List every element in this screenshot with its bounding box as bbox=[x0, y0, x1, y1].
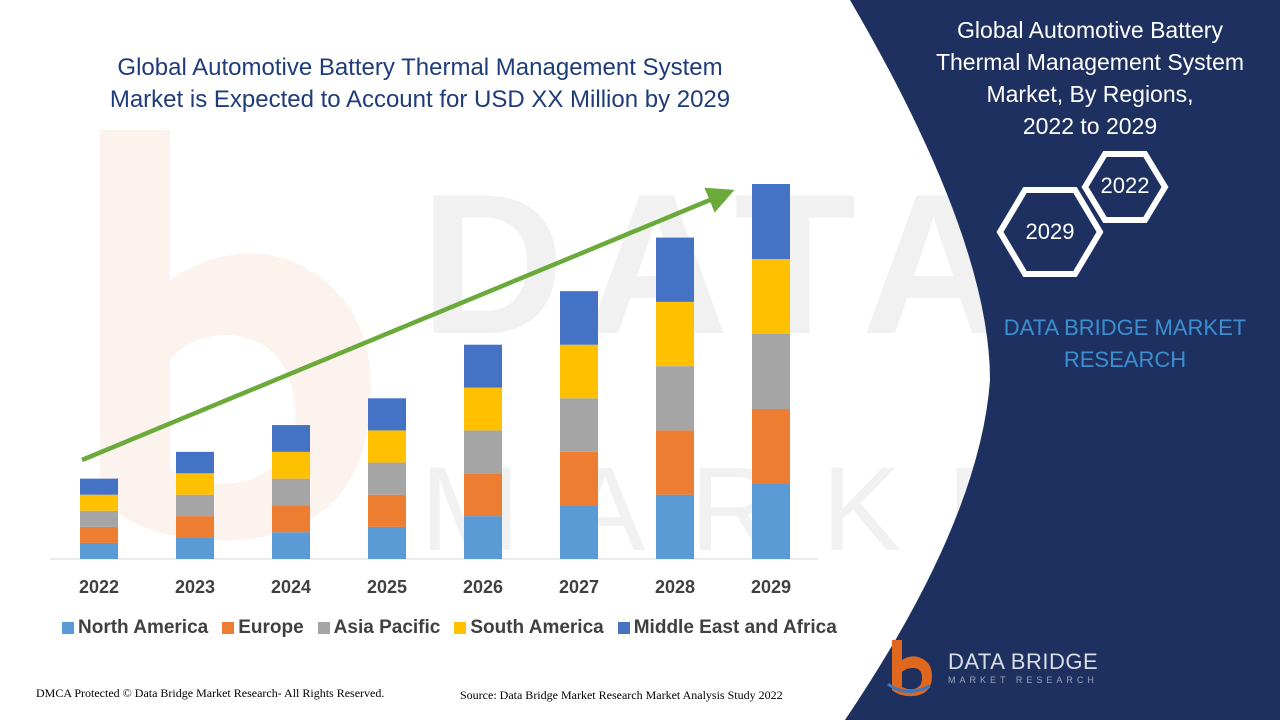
x-tick-label: 2023 bbox=[175, 577, 215, 597]
bar-segment-2029-asia-pacific bbox=[752, 334, 790, 409]
bar-segment-2027-asia-pacific bbox=[560, 398, 598, 452]
x-tick-label: 2027 bbox=[559, 577, 599, 597]
brand-text: DATA BRIDGE MARKET RESEARCH bbox=[985, 312, 1265, 376]
side-title-line: Global Automotive Battery bbox=[957, 17, 1223, 43]
legend-label: Middle East and Africa bbox=[633, 617, 837, 638]
bar-segment-2027-south-america bbox=[560, 344, 598, 399]
bar-segment-2024-europe bbox=[272, 505, 310, 533]
x-tick-label: 2028 bbox=[655, 577, 695, 597]
x-tick-label: 2026 bbox=[463, 577, 503, 597]
bar-segment-2029-north-america bbox=[752, 484, 790, 559]
legend-swatch bbox=[62, 622, 74, 634]
source-note: Source: Data Bridge Market Research Mark… bbox=[460, 688, 783, 702]
bar-segment-2027-middle-east-and-africa bbox=[560, 291, 598, 345]
bar-segment-2029-south-america bbox=[752, 259, 790, 334]
side-title: Global Automotive Battery Thermal Manage… bbox=[915, 14, 1265, 142]
hexagon-2022 bbox=[1081, 151, 1169, 223]
bar-segment-2023-north-america bbox=[176, 537, 214, 559]
bar-segment-2028-south-america bbox=[656, 301, 694, 367]
bar-segment-2024-middle-east-and-africa bbox=[272, 425, 310, 452]
logo-name: DATA BRIDGE bbox=[948, 649, 1099, 674]
legend-label: Asia Pacific bbox=[333, 617, 441, 638]
bar-segment-2024-south-america bbox=[272, 451, 310, 479]
side-title-line: Thermal Management System bbox=[935, 49, 1245, 75]
chart-title-line: Market is Expected to Account for USD XX… bbox=[109, 86, 731, 113]
hexagon-2029 bbox=[996, 187, 1104, 277]
bar-segment-2028-europe bbox=[656, 430, 694, 495]
bar-segment-2025-middle-east-and-africa bbox=[368, 398, 406, 431]
legend-label: South America bbox=[470, 617, 604, 638]
legend-item: South America bbox=[454, 617, 604, 639]
x-tick-label: 2025 bbox=[367, 577, 407, 597]
bar-segment-2022-europe bbox=[80, 526, 118, 543]
trend-arrow bbox=[81, 187, 735, 463]
bar-segment-2022-asia-pacific bbox=[80, 510, 118, 527]
legend-item: North America bbox=[62, 617, 208, 639]
legend-swatch bbox=[617, 622, 630, 634]
bar-segment-2025-asia-pacific bbox=[368, 462, 406, 495]
bar-segment-2023-asia-pacific bbox=[176, 494, 214, 517]
bar-segment-2022-north-america bbox=[80, 542, 118, 559]
brand-text-line: DATA BRIDGE MARKET bbox=[1003, 315, 1247, 340]
company-logo: DATA BRIDGE MARKET RESEARCH bbox=[886, 638, 1098, 700]
side-title-line: Market, By Regions, bbox=[986, 81, 1194, 107]
x-tick-label: 2029 bbox=[751, 577, 791, 597]
bar-segment-2024-asia-pacific bbox=[272, 478, 310, 506]
bar-segment-2023-south-america bbox=[176, 473, 214, 495]
bar-segment-2026-asia-pacific bbox=[464, 430, 502, 474]
bar-segment-2022-south-america bbox=[80, 494, 118, 511]
chart-title: Global Automotive Battery Thermal Manage… bbox=[40, 52, 800, 116]
legend-swatch bbox=[317, 622, 330, 634]
bar-segment-2023-europe bbox=[176, 516, 214, 538]
legend-label: Europe bbox=[238, 617, 304, 638]
legend-item: Middle East and Africa bbox=[617, 617, 837, 639]
bar-segment-2022-middle-east-and-africa bbox=[80, 478, 118, 495]
bar-segment-2025-europe bbox=[368, 494, 406, 527]
bar-segment-2024-north-america bbox=[272, 532, 310, 559]
logo-subtitle: MARKET RESEARCH bbox=[948, 675, 1098, 685]
bar-segment-2027-europe bbox=[560, 451, 598, 506]
bar-segment-2025-south-america bbox=[368, 430, 406, 463]
chart-title-line: Global Automotive Battery Thermal Manage… bbox=[117, 54, 723, 81]
logo-b-icon bbox=[887, 640, 932, 697]
bar-segment-2023-middle-east-and-africa bbox=[176, 451, 214, 474]
dmca-notice: DMCA Protected © Data Bridge Market Rese… bbox=[36, 686, 385, 700]
legend-item: Europe bbox=[222, 617, 304, 639]
brand-text-line: RESEARCH bbox=[1063, 347, 1187, 372]
legend-item: Asia Pacific bbox=[317, 617, 441, 639]
bar-segment-2029-europe bbox=[752, 409, 790, 484]
legend-label: North America bbox=[78, 617, 209, 638]
x-tick-label: 2024 bbox=[271, 577, 311, 597]
bar-segment-2028-asia-pacific bbox=[656, 366, 694, 431]
bar-segment-2029-middle-east-and-africa bbox=[752, 184, 790, 259]
chart-legend: North America Europe Asia Pacific South Ame… bbox=[62, 617, 837, 639]
legend-swatch bbox=[222, 622, 235, 634]
bar-segment-2026-south-america bbox=[464, 387, 502, 431]
bar-segment-2025-north-america bbox=[368, 526, 406, 559]
bar-segment-2028-middle-east-and-africa bbox=[656, 237, 694, 302]
hex-label-2022: 2022 bbox=[1100, 173, 1150, 198]
bar-segment-2026-north-america bbox=[464, 516, 502, 559]
hex-label-2029: 2029 bbox=[1025, 219, 1075, 244]
bar-segment-2027-north-america bbox=[560, 505, 598, 559]
bar-segment-2026-middle-east-and-africa bbox=[464, 344, 502, 388]
legend-swatch bbox=[454, 622, 467, 634]
side-title-line: 2022 to 2029 bbox=[1022, 113, 1158, 139]
bar-segment-2028-north-america bbox=[656, 494, 694, 559]
bar-segment-2026-europe bbox=[464, 473, 502, 517]
x-tick-label: 2022 bbox=[79, 577, 119, 597]
